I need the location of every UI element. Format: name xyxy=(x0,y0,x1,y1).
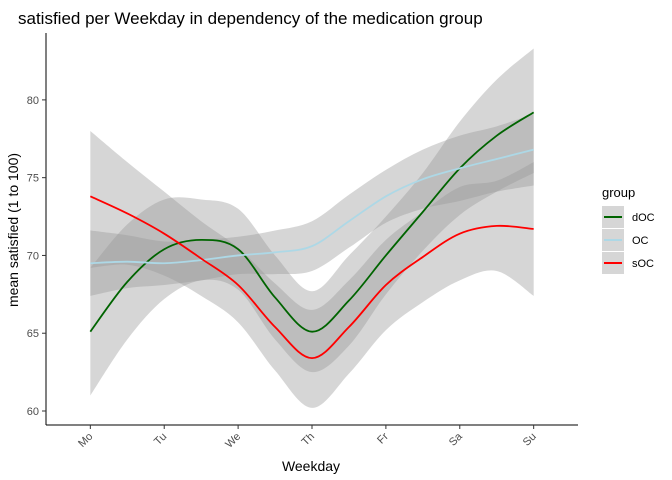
x-tick-label: Tu xyxy=(152,431,169,448)
x-tick-label: Fr xyxy=(375,430,391,446)
x-tick-label: Sa xyxy=(447,430,466,449)
legend-label-OC: OC xyxy=(632,235,649,247)
series-lines xyxy=(89,111,535,360)
x-tick-label: Mo xyxy=(76,431,95,450)
confidence-band-sOC xyxy=(90,131,534,408)
chart-title: satisfied per Weekday in dependency of t… xyxy=(18,9,483,28)
y-tick-label: 75 xyxy=(27,173,39,185)
y-axis-title: mean satisfied (1 to 100) xyxy=(5,153,21,307)
confidence-band-dOC xyxy=(90,48,534,396)
y-tick-label: 70 xyxy=(27,250,39,262)
series-line-OC xyxy=(90,148,534,265)
legend: group dOC OC sOC xyxy=(602,185,655,274)
x-axis-ticks: Mo Tu We Th Fr Sa Su xyxy=(76,425,539,451)
series-line-sOC xyxy=(89,195,534,360)
legend-label-sOC: sOC xyxy=(632,258,654,270)
y-tick-label: 60 xyxy=(27,406,39,418)
x-axis-title: Weekday xyxy=(282,458,340,474)
y-axis-ticks: 60 65 70 75 80 xyxy=(27,95,46,418)
x-tick-label: Th xyxy=(300,431,318,449)
y-tick-label: 80 xyxy=(27,95,39,107)
confidence-band-OC xyxy=(90,113,534,296)
x-tick-label: Su xyxy=(521,431,539,449)
legend-label-dOC: dOC xyxy=(632,212,655,224)
y-tick-label: 65 xyxy=(27,328,39,340)
x-tick-label: We xyxy=(223,431,243,451)
confidence-bands xyxy=(90,48,534,408)
legend-title: group xyxy=(602,185,635,200)
